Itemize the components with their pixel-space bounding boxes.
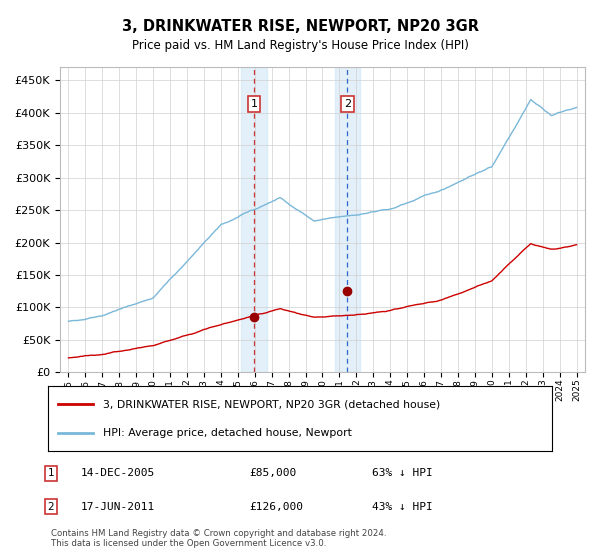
Bar xyxy=(335,67,360,372)
Text: 14-DEC-2005: 14-DEC-2005 xyxy=(81,468,155,478)
Text: 3, DRINKWATER RISE, NEWPORT, NP20 3GR: 3, DRINKWATER RISE, NEWPORT, NP20 3GR xyxy=(121,20,479,34)
Text: 1: 1 xyxy=(47,468,55,478)
Text: 2: 2 xyxy=(47,502,55,512)
Bar xyxy=(241,67,266,372)
Text: £85,000: £85,000 xyxy=(249,468,296,478)
Text: 17-JUN-2011: 17-JUN-2011 xyxy=(81,502,155,512)
Text: 43% ↓ HPI: 43% ↓ HPI xyxy=(372,502,433,512)
Text: Price paid vs. HM Land Registry's House Price Index (HPI): Price paid vs. HM Land Registry's House … xyxy=(131,39,469,53)
Text: 3, DRINKWATER RISE, NEWPORT, NP20 3GR (detached house): 3, DRINKWATER RISE, NEWPORT, NP20 3GR (d… xyxy=(103,399,440,409)
Text: 2: 2 xyxy=(344,99,351,109)
Text: £126,000: £126,000 xyxy=(249,502,303,512)
Text: HPI: Average price, detached house, Newport: HPI: Average price, detached house, Newp… xyxy=(103,428,352,438)
Text: 1: 1 xyxy=(250,99,257,109)
Text: 63% ↓ HPI: 63% ↓ HPI xyxy=(372,468,433,478)
Text: Contains HM Land Registry data © Crown copyright and database right 2024.
This d: Contains HM Land Registry data © Crown c… xyxy=(51,529,386,548)
